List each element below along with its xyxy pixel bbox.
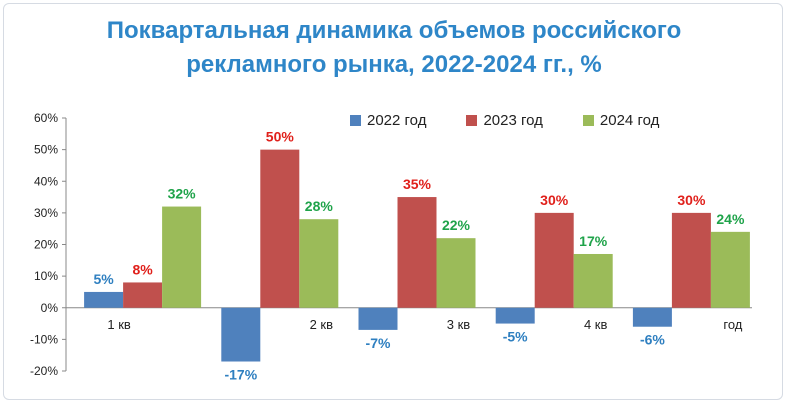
data-label: 30% [677,192,706,208]
bar-2024-год-1 [299,219,339,308]
category-label: 1 кв [107,317,131,332]
chart-legend: 2022 год 2023 год 2024 год [350,112,699,129]
legend-item-2023: 2023 год [466,112,543,129]
data-label: 17% [579,233,608,249]
data-label: 28% [305,198,334,214]
bar-2023-год-1 [260,149,300,308]
y-tick-label: 10% [34,269,58,283]
legend-swatch-2023 [466,115,478,126]
category-label: 2 кв [310,317,334,332]
bar-2022-год-4 [632,307,672,327]
legend-item-2022: 2022 год [350,112,426,129]
data-label: 50% [266,129,295,145]
y-tick-label: 50% [34,143,58,157]
chart-title: Поквартальная динамика объемов российско… [0,14,788,82]
category-label: 4 кв [584,317,608,332]
bar-2024-год-0 [162,206,202,308]
bar-2024-год-3 [573,253,613,308]
data-label: 5% [93,271,114,287]
chart-title-line-1: Поквартальная динамика объемов российско… [106,17,682,44]
y-tick-label: 20% [34,238,58,252]
data-label: 30% [540,192,569,208]
y-tick-label: -10% [30,332,58,346]
bar-2024-год-2 [436,238,476,308]
legend-label-2022: 2022 год [367,112,427,129]
bar-2024-год-4 [710,231,750,308]
data-label: 8% [132,261,153,277]
bar-2022-год-3 [495,307,535,324]
y-tick-label: 40% [34,174,58,188]
bar-2023-год-3 [534,212,574,308]
bar-2022-год-0 [84,291,124,308]
y-tick-label: 60% [34,111,58,125]
legend-swatch-2024 [582,115,594,126]
chart-title-line-2: рекламного рынка, 2022-2024 гг., % [186,51,602,78]
legend-label-2024: 2024 год [599,112,660,129]
bar-2023-год-0 [123,282,163,308]
data-label: -5% [503,329,528,345]
bar-2022-год-1 [221,307,261,362]
y-tick-label: 30% [34,206,58,220]
bar-2022-год-2 [358,307,398,330]
bar-2023-год-2 [397,197,437,308]
legend-swatch-2022 [350,115,361,126]
legend-label-2023: 2023 год [483,112,543,129]
data-label: 35% [403,176,432,192]
data-label: -7% [366,335,391,351]
bar-2023-год-4 [671,212,711,308]
category-label: 3 кв [447,317,471,332]
data-label: -17% [224,367,257,383]
chart-frame [3,3,783,400]
data-label: 22% [442,217,471,233]
data-label: 24% [716,211,745,227]
y-tick-label: 0% [41,301,59,315]
data-label: 32% [168,186,197,202]
legend-item-2024: 2024 год [582,112,660,129]
y-tick-label: -20% [30,364,58,378]
data-label: -6% [640,332,665,348]
category-label: год [723,317,742,332]
